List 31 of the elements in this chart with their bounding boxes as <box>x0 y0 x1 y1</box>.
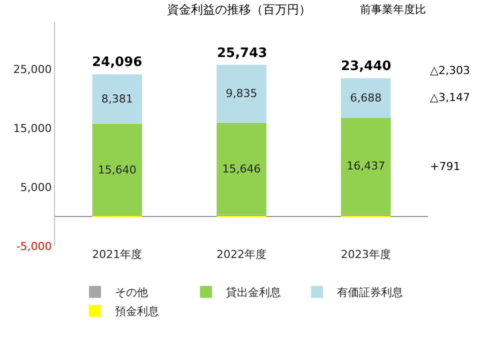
x-tick-label: 2022年度 <box>216 248 266 261</box>
y-tick-label: 5,000 <box>20 180 52 194</box>
x-tick-label: 2023年度 <box>340 248 391 261</box>
bar <box>340 78 391 118</box>
legend-label: 有価証券利息 <box>337 286 403 300</box>
x-tick-label: 2021年度 <box>92 248 142 261</box>
bar <box>216 64 266 123</box>
data-label: 15,640 <box>98 163 136 176</box>
y-tick-label: 25,000 <box>13 63 52 76</box>
data-label: 6,688 <box>350 91 382 104</box>
data-label: 9,835 <box>226 87 258 100</box>
legend-label: その他 <box>115 286 148 300</box>
total-label: 25,743 <box>217 46 268 61</box>
total-label: 24,096 <box>92 55 142 70</box>
bar <box>216 122 266 215</box>
text: △2,303 <box>430 64 470 77</box>
text: 前事業年度比 <box>360 3 426 16</box>
legend-label: 預金利息 <box>115 305 159 318</box>
bar <box>92 124 142 216</box>
total-label: 23,440 <box>341 59 392 74</box>
text: +791 <box>430 160 460 173</box>
y-tick-label: -5,000 <box>16 240 52 253</box>
data-label: 8,381 <box>101 92 133 106</box>
legend-label: 貸出金利息 <box>226 286 281 300</box>
data-label: 16,437 <box>346 160 386 173</box>
y-tick-label: 15,000 <box>13 122 52 135</box>
data-label: 15,646 <box>222 162 261 176</box>
chart-title: 資金利益の推移（百万円） <box>167 2 311 16</box>
bar <box>340 118 391 215</box>
text: △3,147 <box>430 91 470 104</box>
bar <box>92 74 142 124</box>
